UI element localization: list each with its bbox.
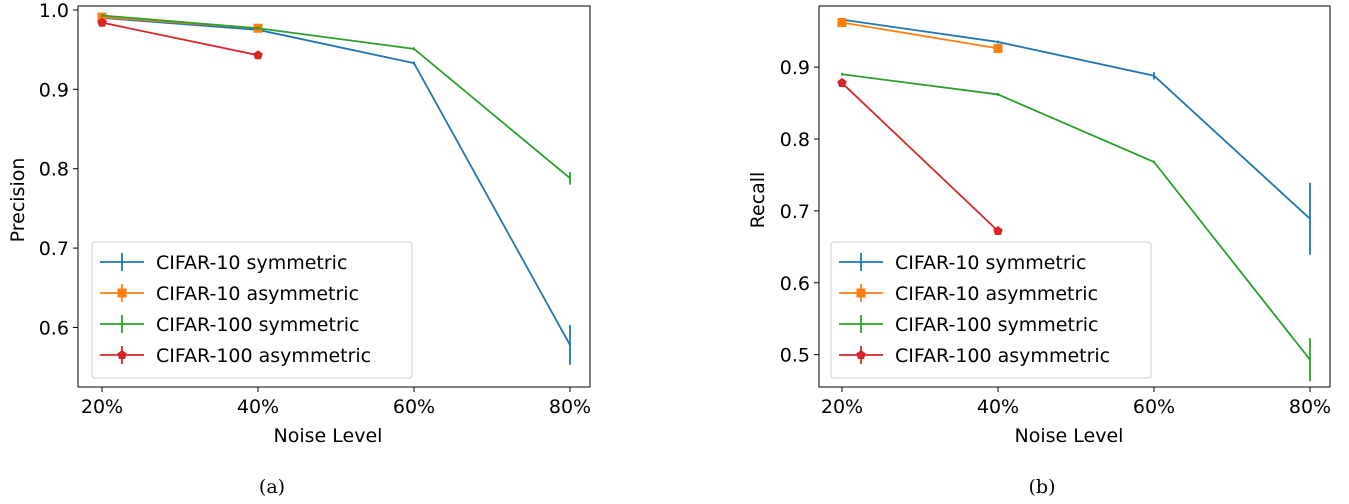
data-point	[993, 226, 1003, 236]
legend-label: CIFAR-100 symmetric	[156, 314, 359, 336]
y-tick-label: 1.0	[39, 0, 69, 22]
y-tick-label: 0.8	[780, 129, 810, 151]
legend-label: CIFAR-10 symmetric	[895, 252, 1086, 274]
legend-entry: CIFAR-10 asymmetric	[839, 283, 1098, 305]
series-line	[841, 21, 999, 50]
x-axis-b: 20% 40% 60% 80%	[821, 387, 1331, 418]
y-tick-label: 0.6	[39, 317, 69, 339]
caption-a: (a)	[259, 476, 285, 498]
legend-b: CIFAR-10 symmetric CIFAR-10 asymmetric CIF…	[830, 241, 1152, 379]
x-axis-a: 20% 40% 60% 80%	[81, 387, 591, 418]
series-layer-b	[837, 18, 1311, 382]
y-tick-label: 0.6	[780, 273, 810, 295]
axes-frame-a	[77, 5, 591, 388]
legend-swatch-marker	[117, 350, 127, 360]
y-tick-label: 0.9	[39, 79, 69, 101]
series-line	[841, 18, 1311, 220]
plot-area-a	[77, 5, 591, 388]
x-tick-label: 20%	[81, 396, 123, 418]
plot-area-b	[818, 5, 1331, 388]
x-tick-label: 40%	[977, 396, 1019, 418]
x-tick-label: 20%	[821, 396, 863, 418]
legend-label: CIFAR-100 asymmetric	[895, 345, 1110, 367]
series-cifar-100-asymmetric	[837, 77, 1003, 236]
x-tick-label: 60%	[1133, 396, 1175, 418]
panel-a: 0.6 0.7 0.8 0.9 1.0 20% 40% 60% 80% Noise Level…	[7, 0, 591, 498]
y-tick-label: 0.7	[39, 238, 69, 260]
series-cifar-100-symmetric	[841, 72, 1311, 382]
legend-label: CIFAR-10 symmetric	[156, 252, 347, 274]
legend-a: CIFAR-10 symmetric CIFAR-10 asymmetric CIF…	[91, 241, 413, 379]
series-line	[841, 73, 1311, 361]
data-point	[97, 17, 107, 27]
legend-swatch-marker	[117, 288, 127, 298]
legend-entry: CIFAR-100 asymmetric	[100, 345, 371, 367]
data-point	[837, 18, 847, 28]
y-axis-label-a: Precision	[7, 158, 29, 243]
data-point	[993, 43, 1003, 53]
panel-b: 0.5 0.6 0.7 0.8 0.9 20% 40% 60% 80% Noise Level…	[747, 5, 1331, 498]
axes-frame-b	[818, 5, 1331, 388]
series-cifar-100-asymmetric	[97, 17, 263, 60]
y-tick-label: 0.9	[780, 57, 810, 79]
y-tick-label: 0.5	[780, 345, 810, 367]
legend-swatch-marker	[856, 288, 866, 298]
data-point	[253, 50, 263, 60]
series-cifar-10-asymmetric	[837, 18, 1003, 53]
legend-entry: CIFAR-10 symmetric	[839, 252, 1086, 274]
legend-swatch-marker	[856, 350, 866, 360]
x-axis-label-b: Noise Level	[1015, 425, 1124, 447]
y-axis-b: 0.5 0.6 0.7 0.8 0.9	[780, 57, 819, 367]
x-tick-label: 80%	[1289, 396, 1331, 418]
x-tick-label: 40%	[237, 396, 279, 418]
legend-entry: CIFAR-10 asymmetric	[100, 283, 359, 305]
series-line	[101, 17, 571, 346]
x-tick-label: 60%	[393, 396, 435, 418]
y-tick-label: 0.8	[39, 159, 69, 181]
series-line	[841, 82, 999, 232]
legend-box	[91, 241, 413, 379]
x-tick-label: 80%	[549, 396, 591, 418]
legend-entry: CIFAR-100 symmetric	[100, 314, 359, 336]
legend-label: CIFAR-10 asymmetric	[156, 283, 359, 305]
series-line	[101, 21, 259, 57]
data-point	[837, 77, 847, 87]
legend-box	[830, 241, 1152, 379]
legend-entry: CIFAR-100 symmetric	[839, 314, 1098, 336]
caption-b: (b)	[1029, 476, 1056, 498]
legend-label: CIFAR-100 symmetric	[895, 314, 1098, 336]
legend-entry: CIFAR-10 symmetric	[100, 252, 347, 274]
legend-label: CIFAR-100 asymmetric	[156, 345, 371, 367]
x-axis-label-a: Noise Level	[274, 425, 383, 447]
series-layer-a	[97, 12, 571, 365]
series-cifar-100-symmetric	[101, 13, 571, 185]
legend-entry: CIFAR-100 asymmetric	[839, 345, 1110, 367]
legend-label: CIFAR-10 asymmetric	[895, 283, 1098, 305]
series-line	[101, 14, 571, 179]
y-axis-a: 0.6 0.7 0.8 0.9 1.0	[39, 0, 78, 339]
y-tick-label: 0.7	[780, 201, 810, 223]
series-cifar-10-symmetric	[841, 18, 1311, 255]
y-axis-label-b: Recall	[747, 172, 769, 229]
